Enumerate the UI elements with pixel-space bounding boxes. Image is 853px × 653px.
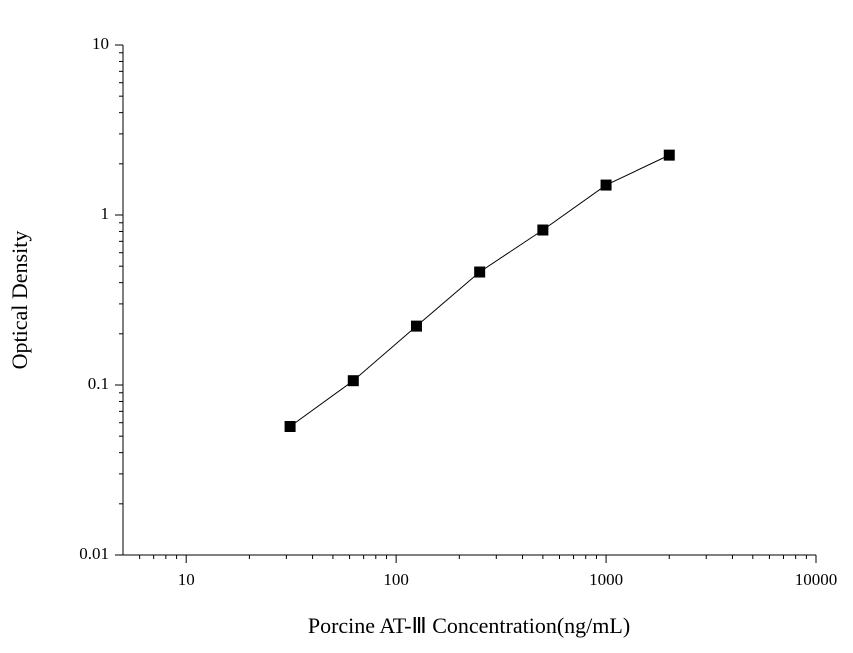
point-marker bbox=[347, 375, 359, 387]
x-tick-label: 1000 bbox=[589, 570, 623, 589]
y-tick-label: 0.1 bbox=[88, 374, 109, 393]
point-marker bbox=[600, 179, 612, 191]
series-line bbox=[289, 154, 670, 427]
point-marker bbox=[284, 421, 296, 433]
point-marker bbox=[663, 149, 675, 161]
y-tick-label: 0.01 bbox=[79, 544, 109, 563]
point-marker bbox=[474, 266, 486, 278]
y-axis-title: Optical Density bbox=[7, 231, 32, 370]
x-tick-label: 10 bbox=[178, 570, 195, 589]
point-marker bbox=[410, 320, 422, 332]
x-axis-title: Porcine AT-Ⅲ Concentration(ng/mL) bbox=[308, 613, 630, 638]
x-tick-label: 10000 bbox=[795, 570, 838, 589]
y-tick-label: 10 bbox=[92, 34, 109, 53]
x-tick-label: 100 bbox=[383, 570, 409, 589]
point-marker bbox=[537, 224, 549, 236]
y-tick-label: 1 bbox=[101, 204, 110, 223]
